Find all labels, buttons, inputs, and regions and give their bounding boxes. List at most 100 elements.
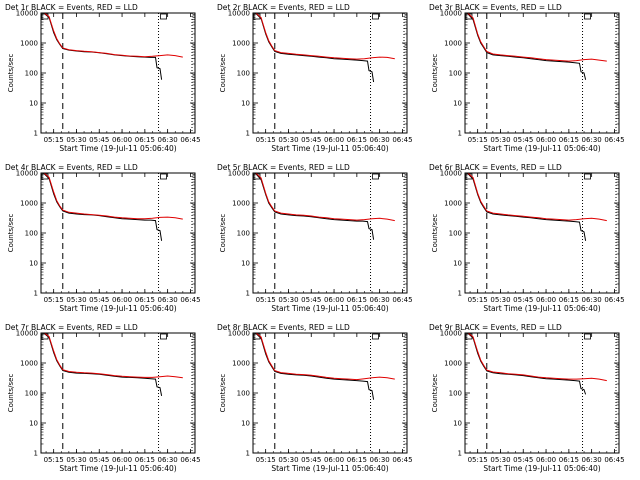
- y-tick-label: 10: [453, 260, 462, 268]
- x-tick-label: 05:30: [66, 456, 86, 464]
- x-tick-label: 05:30: [278, 296, 298, 304]
- y-tick-label: 10000: [16, 170, 38, 178]
- x-tick-label: 06:00: [324, 296, 344, 304]
- y-tick-label: 10000: [228, 170, 250, 178]
- x-tick-label: 05:30: [278, 456, 298, 464]
- series-events-line: [254, 13, 375, 83]
- x-axis-label: Start Time (19-Jul-11 05:06:40): [59, 144, 176, 153]
- x-tick-label: 05:45: [513, 136, 533, 144]
- x-axis-label: Start Time (19-Jul-11 05:06:40): [271, 464, 388, 473]
- y-axis-label: Counts/sec: [7, 214, 15, 253]
- y-axis-label: Counts/sec: [7, 54, 15, 93]
- y-tick-label: 1: [246, 290, 250, 298]
- x-tick-label: 06:30: [158, 296, 178, 304]
- chart-title: Det 8r BLACK = Events, RED = LLD: [217, 323, 350, 332]
- plot-frame: [252, 332, 408, 454]
- y-axis-label: Counts/sec: [431, 214, 439, 253]
- x-tick-label: 06:30: [370, 456, 390, 464]
- plot-frame: [40, 172, 196, 294]
- series-events-line: [466, 333, 587, 395]
- x-tick-label: 05:15: [256, 296, 276, 304]
- x-tick-label: 05:30: [490, 456, 510, 464]
- x-tick-label: 06:15: [559, 136, 579, 144]
- x-tick-label: 06:00: [536, 456, 556, 464]
- corner-box-right: [160, 13, 167, 20]
- x-axis-label: Start Time (19-Jul-11 05:06:40): [271, 304, 388, 313]
- y-tick-label: 1000: [232, 40, 250, 48]
- x-tick-label: 05:30: [66, 296, 86, 304]
- x-tick-label: 06:00: [536, 296, 556, 304]
- corner-box-right: [372, 333, 379, 340]
- y-tick-label: 100: [237, 230, 250, 238]
- y-tick-label: 10: [453, 420, 462, 428]
- y-tick-label: 100: [25, 230, 38, 238]
- x-tick-label: 06:45: [604, 296, 624, 304]
- y-tick-label: 10000: [440, 10, 462, 18]
- x-tick-label: 05:45: [301, 136, 321, 144]
- y-tick-label: 1: [34, 130, 38, 138]
- corner-box-right: [160, 173, 167, 180]
- x-tick-label: 06:00: [112, 296, 132, 304]
- y-tick-label: 100: [449, 230, 462, 238]
- x-tick-label: 05:30: [490, 296, 510, 304]
- x-tick-label: 05:15: [468, 136, 488, 144]
- y-tick-label: 10000: [228, 10, 250, 18]
- y-axis-label: Counts/sec: [219, 54, 227, 93]
- series-lld-line: [43, 173, 183, 220]
- plot-frame: [464, 332, 620, 454]
- y-tick-label: 100: [25, 70, 38, 78]
- series-lld-line: [467, 173, 607, 222]
- y-tick-label: 10: [241, 420, 250, 428]
- series-lld-line: [467, 333, 607, 382]
- x-axis-label: Start Time (19-Jul-11 05:06:40): [483, 464, 600, 473]
- y-tick-label: 1: [458, 450, 462, 458]
- chart-panel-3: Det 3r BLACK = Events, RED = LLD 05:15 05:…: [429, 3, 625, 153]
- series-lld-line: [43, 333, 183, 379]
- series-lld-line: [255, 13, 395, 60]
- y-tick-label: 1000: [20, 40, 38, 48]
- corner-box-right: [584, 333, 591, 340]
- y-axis-label: Counts/sec: [219, 214, 227, 253]
- y-tick-label: 10: [241, 260, 250, 268]
- corner-box-right: [160, 333, 167, 340]
- y-axis-label: Counts/sec: [7, 374, 15, 413]
- y-tick-label: 1000: [20, 360, 38, 368]
- y-tick-label: 10000: [16, 330, 38, 338]
- x-tick-label: 06:30: [370, 296, 390, 304]
- y-tick-label: 10000: [440, 170, 462, 178]
- chart-title: Det 3r BLACK = Events, RED = LLD: [429, 3, 562, 12]
- x-axis-label: Start Time (19-Jul-11 05:06:40): [483, 144, 600, 153]
- x-tick-label: 05:15: [44, 456, 64, 464]
- plot-frame: [252, 172, 408, 294]
- y-tick-label: 1: [246, 130, 250, 138]
- corner-box-right: [372, 173, 379, 180]
- x-tick-label: 05:45: [89, 296, 109, 304]
- x-tick-label: 06:45: [180, 296, 200, 304]
- x-tick-label: 06:15: [559, 456, 579, 464]
- y-tick-label: 10: [29, 260, 38, 268]
- x-tick-label: 06:30: [158, 456, 178, 464]
- series-events-line: [43, 13, 163, 80]
- y-tick-label: 10000: [228, 330, 250, 338]
- chart-title: Det 4r BLACK = Events, RED = LLD: [5, 163, 138, 172]
- y-tick-label: 10: [241, 100, 250, 108]
- x-tick-label: 06:15: [135, 296, 155, 304]
- x-tick-label: 06:15: [347, 136, 367, 144]
- x-tick-label: 06:30: [582, 296, 602, 304]
- series-events-line: [466, 13, 587, 80]
- x-tick-label: 06:30: [370, 136, 390, 144]
- chart-title: Det 9r BLACK = Events, RED = LLD: [429, 323, 562, 332]
- chart-title: Det 1r BLACK = Events, RED = LLD: [5, 3, 138, 12]
- x-tick-label: 06:45: [392, 296, 412, 304]
- y-tick-label: 1: [34, 290, 38, 298]
- x-tick-label: 05:45: [89, 456, 109, 464]
- x-tick-label: 05:45: [513, 456, 533, 464]
- plot-frame: [40, 12, 196, 134]
